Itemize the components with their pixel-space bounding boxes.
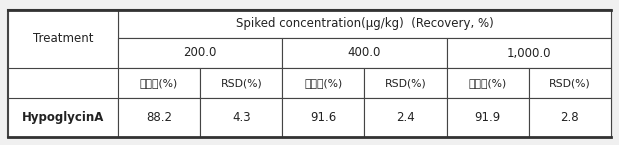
Text: 회수율(%): 회수율(%) [469, 78, 507, 88]
Text: Spiked concentration(μg/kg)  (Recovery, %): Spiked concentration(μg/kg) (Recovery, %… [236, 18, 493, 30]
Text: 400.0: 400.0 [348, 47, 381, 59]
Bar [365, 98, 447, 137]
Text: 1,000.0: 1,000.0 [506, 47, 551, 59]
Bar [447, 68, 529, 98]
Bar [8, 10, 611, 137]
Bar [200, 68, 282, 98]
Text: 4.3: 4.3 [232, 111, 251, 124]
Text: Treatment: Treatment [33, 32, 93, 46]
Bar [118, 10, 611, 38]
Text: RSD(%): RSD(%) [549, 78, 591, 88]
Text: 91.9: 91.9 [475, 111, 501, 124]
Text: RSD(%): RSD(%) [384, 78, 426, 88]
Text: 91.6: 91.6 [310, 111, 337, 124]
Bar [529, 68, 611, 98]
Text: RSD(%): RSD(%) [220, 78, 262, 88]
Bar [529, 98, 611, 137]
Bar [365, 68, 447, 98]
Bar [447, 38, 611, 68]
Text: 88.2: 88.2 [146, 111, 172, 124]
Text: 2.4: 2.4 [396, 111, 415, 124]
Bar [118, 68, 200, 98]
Bar [118, 98, 200, 137]
Bar [282, 68, 365, 98]
Bar [282, 38, 447, 68]
Bar [8, 98, 118, 137]
Text: 2.8: 2.8 [561, 111, 579, 124]
Bar [8, 10, 118, 68]
Text: 200.0: 200.0 [183, 47, 217, 59]
Text: HypoglycinA: HypoglycinA [22, 111, 104, 124]
Text: 회수율(%): 회수율(%) [305, 78, 342, 88]
Text: 회수율(%): 회수율(%) [140, 78, 178, 88]
Bar [118, 38, 282, 68]
Bar [200, 98, 282, 137]
Bar [447, 98, 529, 137]
Bar [282, 98, 365, 137]
